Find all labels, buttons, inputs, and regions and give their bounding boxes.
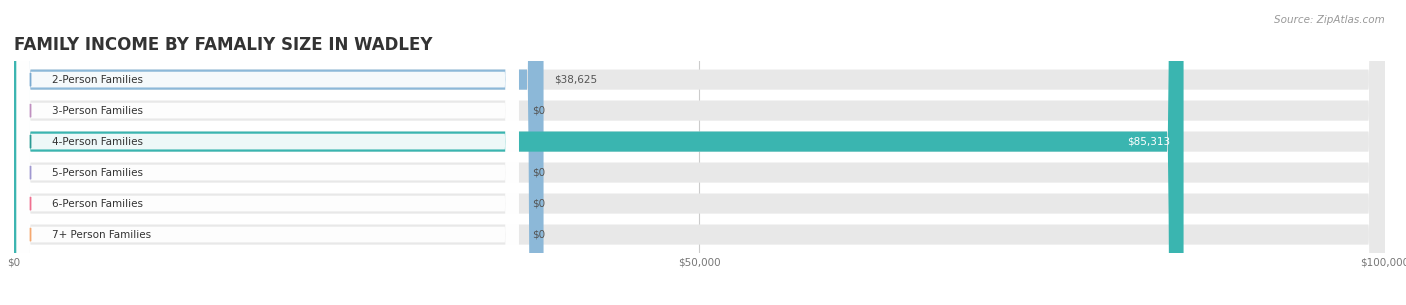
- Text: $0: $0: [533, 199, 546, 209]
- Text: 6-Person Families: 6-Person Families: [52, 199, 143, 209]
- Text: 7+ Person Families: 7+ Person Families: [52, 230, 152, 239]
- Text: Source: ZipAtlas.com: Source: ZipAtlas.com: [1274, 15, 1385, 25]
- Text: $38,625: $38,625: [554, 75, 598, 84]
- FancyBboxPatch shape: [14, 0, 1385, 305]
- FancyBboxPatch shape: [17, 0, 519, 305]
- Text: $0: $0: [533, 106, 546, 116]
- Text: $0: $0: [533, 230, 546, 239]
- FancyBboxPatch shape: [14, 0, 1385, 305]
- Text: $85,313: $85,313: [1126, 137, 1170, 147]
- FancyBboxPatch shape: [17, 0, 519, 305]
- FancyBboxPatch shape: [14, 0, 1385, 305]
- Text: $0: $0: [533, 167, 546, 178]
- FancyBboxPatch shape: [14, 0, 544, 305]
- Text: 2-Person Families: 2-Person Families: [52, 75, 143, 84]
- Text: 5-Person Families: 5-Person Families: [52, 167, 143, 178]
- Text: FAMILY INCOME BY FAMALIY SIZE IN WADLEY: FAMILY INCOME BY FAMALIY SIZE IN WADLEY: [14, 36, 433, 54]
- FancyBboxPatch shape: [14, 0, 1184, 305]
- FancyBboxPatch shape: [14, 0, 1385, 305]
- Text: 3-Person Families: 3-Person Families: [52, 106, 143, 116]
- FancyBboxPatch shape: [14, 0, 1385, 305]
- FancyBboxPatch shape: [14, 0, 1385, 305]
- Text: 4-Person Families: 4-Person Families: [52, 137, 143, 147]
- FancyBboxPatch shape: [17, 0, 519, 305]
- FancyBboxPatch shape: [17, 0, 519, 305]
- FancyBboxPatch shape: [17, 0, 519, 305]
- FancyBboxPatch shape: [17, 0, 519, 305]
